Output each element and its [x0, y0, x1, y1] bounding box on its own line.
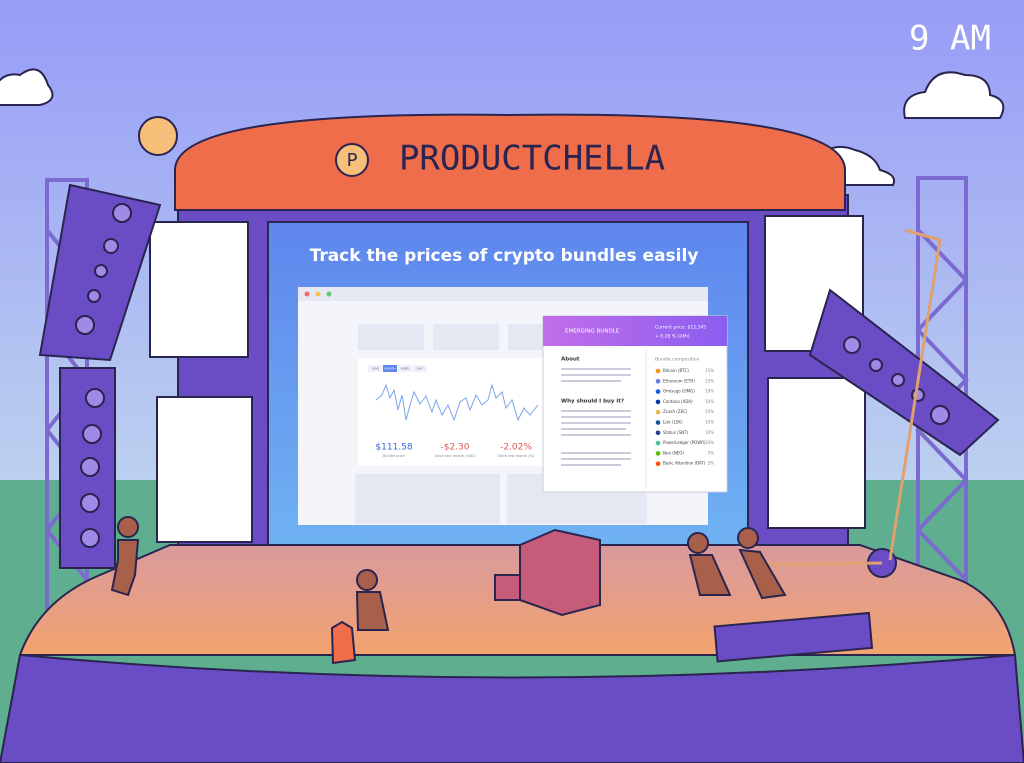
composition-title: Bundle composition	[655, 357, 700, 363]
coin-icon	[655, 451, 661, 456]
coin-icon	[655, 389, 661, 394]
why-text	[561, 410, 631, 466]
coin-name: Status (SNT)	[663, 430, 689, 435]
coin-name: Lisk (LSK)	[663, 420, 683, 425]
stat-label: Since last month (%)	[498, 454, 535, 458]
coin-name: Bitcoin (BTC)	[663, 368, 689, 373]
panel-price: Current price: $12,345	[655, 325, 706, 331]
about-text	[561, 368, 631, 382]
stat-label: Bundle price	[383, 454, 405, 458]
coin-share: 15%	[705, 378, 714, 383]
coin-name: Neo (NEO)	[663, 450, 684, 455]
coin-icon	[655, 409, 661, 415]
coin-icon	[655, 430, 661, 436]
coin-share: 5%	[708, 450, 715, 455]
coin-name: Cardano (ADA)	[663, 399, 693, 404]
chart-card	[358, 358, 548, 466]
coin-icon	[655, 379, 661, 384]
characters	[110, 516, 787, 665]
why-title: Why should I buy it?	[561, 399, 624, 405]
tab	[368, 365, 382, 372]
tab	[413, 365, 427, 372]
coin-share: 5%	[708, 461, 715, 466]
tab-label: DAY	[417, 367, 423, 371]
coin-name: Zcash (ZEC)	[663, 409, 688, 414]
coin-share: 15%	[705, 368, 714, 373]
sun	[138, 116, 178, 156]
coin-name: Basic Attention (BAT)	[663, 461, 706, 466]
panel-header	[543, 316, 727, 346]
coin-name: Omisego (OMG)	[663, 389, 695, 394]
coin-icon	[655, 461, 661, 467]
tab-label: YEAR	[371, 367, 379, 371]
tab	[398, 365, 412, 372]
coin-share: 10%	[705, 399, 714, 404]
props	[494, 228, 942, 617]
coin-share: 10%	[705, 430, 714, 435]
coin-share: 10%	[705, 420, 714, 425]
coin-icon	[655, 399, 661, 405]
coin-share: 10%	[705, 389, 714, 394]
coin-icon	[655, 420, 661, 425]
coin-share: 10%	[705, 409, 714, 414]
coin-icon	[655, 440, 661, 446]
mini-chart	[375, 383, 539, 422]
stat-value: $111.58	[375, 443, 412, 453]
banner	[174, 113, 846, 211]
tab-label: MONTH	[384, 367, 395, 371]
browser-bar	[298, 287, 708, 301]
banner-title: PRODUCTCHELLA	[399, 139, 665, 179]
logo	[335, 143, 369, 177]
headline: Track the prices of crypto bundles easil…	[310, 246, 699, 266]
coin-icon	[655, 368, 661, 374]
coin-share: 10%	[705, 440, 714, 445]
coin-name: Ethereum (ETH)	[663, 378, 695, 383]
about-title: About	[561, 357, 580, 363]
stat-value: -$2.30	[440, 443, 469, 453]
panel-change: + 0.28 % (24h)	[655, 334, 690, 340]
logo-letter: P	[347, 150, 358, 171]
panel-name: EMERGING BUNDLE	[565, 329, 620, 335]
stage-skirt	[0, 653, 1024, 763]
stat-value: -2.02%	[500, 443, 532, 453]
clock: 9 AM	[909, 19, 991, 59]
coin-name: PowerLedger (POWR)	[663, 440, 706, 445]
tab	[383, 365, 397, 372]
tab-label: WEEK	[401, 367, 411, 371]
stat-label: Since last month (USD)	[435, 454, 476, 458]
